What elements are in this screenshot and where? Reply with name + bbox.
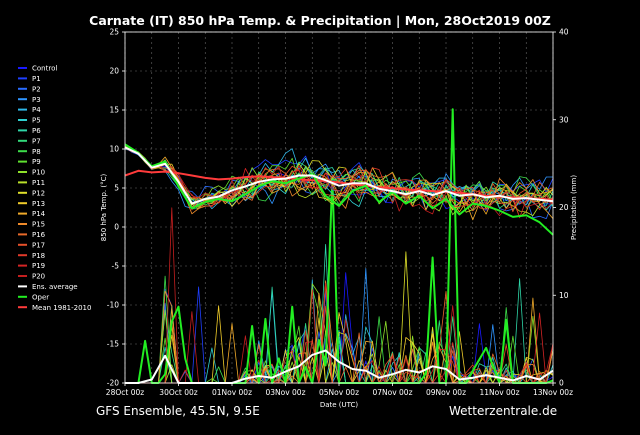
y-tick-label: 5 [114, 184, 119, 193]
temp-avg-line [124, 146, 554, 205]
y-tick-label: -20 [107, 379, 119, 388]
chart-title: Carnate (IT) 850 hPa Temp. & Precipitati… [89, 13, 551, 28]
x-tick-label: 05Nov 00z [319, 388, 359, 397]
y2-tick-label: 40 [559, 28, 569, 37]
legend-label: Ens. average [32, 283, 78, 291]
y2-tick-label: 20 [559, 203, 569, 212]
legend-label: P12 [32, 189, 45, 197]
x-tick-label: 11Nov 00z [479, 388, 519, 397]
x-axis-label: Date (UTC) [320, 401, 359, 409]
legend-label: Control [32, 65, 57, 73]
y-tick-label: 15 [109, 106, 119, 115]
x-tick-label: 07Nov 00z [372, 388, 412, 397]
temp-line-p2 [124, 146, 554, 220]
y-tick-label: -10 [107, 301, 119, 310]
y2-tick-label: 10 [559, 291, 569, 300]
legend-label: Oper [32, 293, 49, 301]
y2-axis-label: Precipitation (mm) [570, 175, 578, 240]
y-tick-label: -15 [107, 340, 119, 349]
legend-label: P18 [32, 252, 45, 260]
legend-label: P20 [32, 273, 45, 281]
legend-label: P7 [32, 137, 41, 145]
legend-label: P5 [32, 117, 41, 125]
temp-oper-line [124, 143, 554, 236]
y-axis-label: 850 hPa Temp. (°C) [100, 174, 108, 242]
x-tick-label: 03Nov 00z [265, 388, 305, 397]
model-location-label: GFS Ensemble, 45.5N, 9.5E [96, 404, 260, 418]
legend-label: P16 [32, 231, 46, 239]
y2-tick-label: 0 [559, 379, 564, 388]
y-tick-label: 20 [109, 67, 119, 76]
legend-label: P13 [32, 200, 45, 208]
legend-label: P14 [32, 210, 46, 218]
x-tick-label: 30Oct 00z [159, 388, 197, 397]
legend-label: P6 [32, 127, 41, 135]
legend-label: P4 [32, 106, 41, 114]
y-tick-label: 10 [109, 145, 119, 154]
y-tick-label: 25 [109, 28, 119, 37]
temp-climate-mean-line [124, 169, 554, 201]
x-tick-label: 09Nov 00z [426, 388, 466, 397]
legend-label: P17 [32, 241, 45, 249]
x-tick-label: 01Nov 00z [212, 388, 252, 397]
legend-label: P15 [32, 221, 45, 229]
legend-label: P10 [32, 169, 45, 177]
legend-label: Mean 1981-2010 [32, 304, 91, 312]
legend-label: P2 [32, 85, 41, 93]
x-tick-label: 28Oct 00z [106, 388, 144, 397]
y2-tick-label: 30 [559, 115, 569, 124]
legend-label: P11 [32, 179, 45, 187]
source-credit: Wetterzentrale.de [449, 404, 558, 418]
legend-label: P8 [32, 148, 41, 156]
temp-line-p19 [124, 147, 554, 219]
x-tick-label: 13Nov 00z [533, 388, 573, 397]
legend-label: P3 [32, 96, 41, 104]
y-tick-label: -5 [112, 262, 120, 271]
legend-label: P19 [32, 262, 45, 270]
temp-line-p18 [124, 146, 554, 211]
y-tick-label: 0 [114, 223, 119, 232]
precip-oper-line [125, 108, 554, 384]
legend-label: P9 [32, 158, 41, 166]
legend-label: P1 [32, 75, 41, 83]
